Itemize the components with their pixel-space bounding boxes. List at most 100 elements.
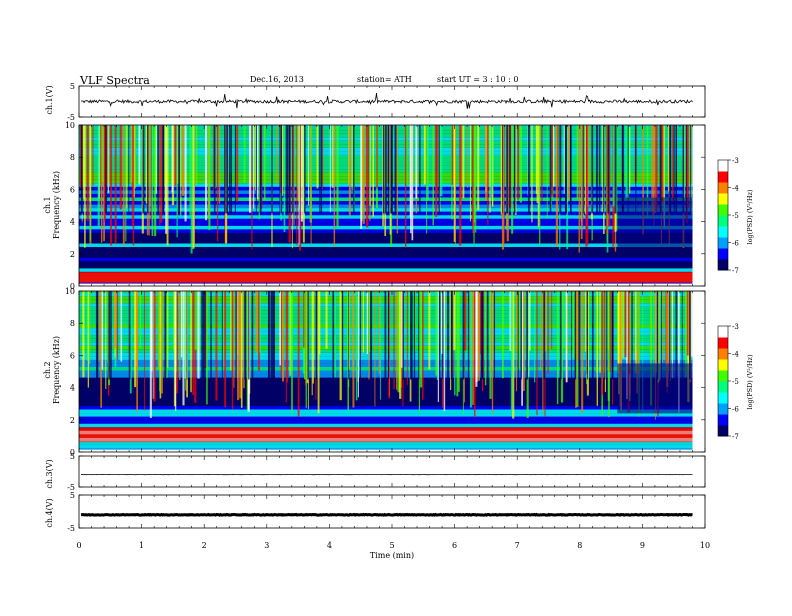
sferic-streak <box>84 125 86 248</box>
sferic-streak <box>557 125 558 198</box>
quiet-column <box>229 125 231 214</box>
sferic-streak <box>363 291 364 353</box>
sferic-streak <box>219 125 220 204</box>
sferic-streak <box>182 291 184 405</box>
spectrogram-band <box>79 247 692 251</box>
spectrogram-band <box>79 395 692 399</box>
quiet-column <box>162 125 164 214</box>
sferic-streak <box>452 125 453 185</box>
quiet-column <box>388 125 390 214</box>
quiet-column <box>214 125 216 214</box>
sferic-streak <box>249 125 251 213</box>
quiet-column <box>332 291 334 380</box>
quiet-column <box>575 291 577 380</box>
sferic-streak <box>363 125 365 224</box>
sferic-streak <box>306 291 307 408</box>
sferic-streak <box>453 291 455 350</box>
sferic-streak <box>426 125 427 233</box>
sferic-streak <box>472 125 473 225</box>
colorbar-tick-label: -7 <box>732 433 739 441</box>
sferic-streak <box>120 125 122 209</box>
sferic-streak <box>102 125 103 182</box>
spectrogram-band <box>79 424 692 428</box>
sferic-streak <box>167 125 169 245</box>
sferic-streak <box>547 125 548 219</box>
sferic-streak <box>87 291 88 361</box>
sferic-streak <box>432 125 433 225</box>
quiet-column <box>108 291 109 380</box>
sferic-streak <box>126 125 127 208</box>
sferic-streak <box>691 291 693 357</box>
spectrogram-band <box>79 385 692 389</box>
sferic-streak <box>334 291 336 377</box>
sferic-streak <box>181 291 182 357</box>
post-change-region <box>617 197 692 247</box>
sferic-streak <box>190 291 191 392</box>
sferic-streak <box>455 125 456 244</box>
x-tick-label: 9 <box>640 541 645 550</box>
colorbar-tick-label: -5 <box>732 378 739 386</box>
quiet-column <box>419 125 420 214</box>
ch1-colorbar-label: log(PSD) (V²/Hz) <box>746 189 754 244</box>
sferic-streak <box>352 291 354 408</box>
sferic-streak <box>511 291 513 410</box>
sferic-streak <box>208 125 210 230</box>
sferic-streak <box>356 291 358 400</box>
sferic-streak <box>502 291 504 378</box>
sferic-streak <box>440 125 442 196</box>
spectrogram-band <box>79 399 692 403</box>
quiet-column <box>128 125 129 214</box>
quiet-column <box>129 291 131 380</box>
quiet-column <box>571 291 572 380</box>
spectrogram-band <box>79 402 692 406</box>
sferic-streak <box>422 291 424 400</box>
sferic-streak <box>372 125 374 217</box>
sferic-streak <box>541 125 542 202</box>
sferic-streak <box>98 125 100 226</box>
quiet-column <box>369 125 370 214</box>
sferic-streak <box>407 291 408 385</box>
quiet-column <box>587 291 588 380</box>
colorbar-tick-label: -3 <box>732 157 739 165</box>
sferic-streak <box>531 125 532 222</box>
sferic-streak <box>152 125 154 236</box>
quiet-column <box>385 125 387 214</box>
sferic-streak <box>485 125 487 201</box>
x-tick-label: 4 <box>327 541 332 550</box>
sferic-streak <box>154 125 156 236</box>
quiet-column <box>231 125 232 214</box>
quiet-column <box>81 125 83 214</box>
sferic-streak <box>585 125 586 214</box>
sferic-streak <box>313 291 314 384</box>
quiet-column <box>560 291 561 380</box>
quiet-column <box>514 125 515 214</box>
sferic-streak <box>629 291 630 369</box>
sferic-streak <box>264 125 265 200</box>
sferic-streak <box>233 291 234 388</box>
sferic-streak <box>286 291 287 402</box>
sferic-streak <box>444 291 446 411</box>
sferic-streak <box>197 291 199 379</box>
y-tick-label: 5 <box>70 491 75 500</box>
quiet-column <box>244 291 246 380</box>
quiet-column <box>186 291 187 380</box>
y-tick-label: 8 <box>70 153 75 162</box>
quiet-column <box>164 291 166 380</box>
sferic-streak <box>487 125 488 225</box>
sferic-streak <box>464 291 466 350</box>
x-tick-label: 8 <box>577 541 582 550</box>
sferic-streak <box>179 291 180 380</box>
ch2-channel-label: ch.2 <box>43 361 52 378</box>
quiet-column <box>612 291 613 380</box>
sferic-streak <box>180 125 181 215</box>
quiet-column <box>270 291 272 380</box>
quiet-column <box>97 291 98 380</box>
quiet-column <box>615 125 617 214</box>
sferic-streak <box>276 125 277 183</box>
sferic-streak <box>516 291 517 391</box>
quiet-column <box>110 291 111 380</box>
sferic-streak <box>476 291 478 382</box>
x-tick-label: 10 <box>700 541 710 550</box>
time-axis-label: Time (min) <box>370 551 414 560</box>
sferic-streak <box>412 125 414 240</box>
